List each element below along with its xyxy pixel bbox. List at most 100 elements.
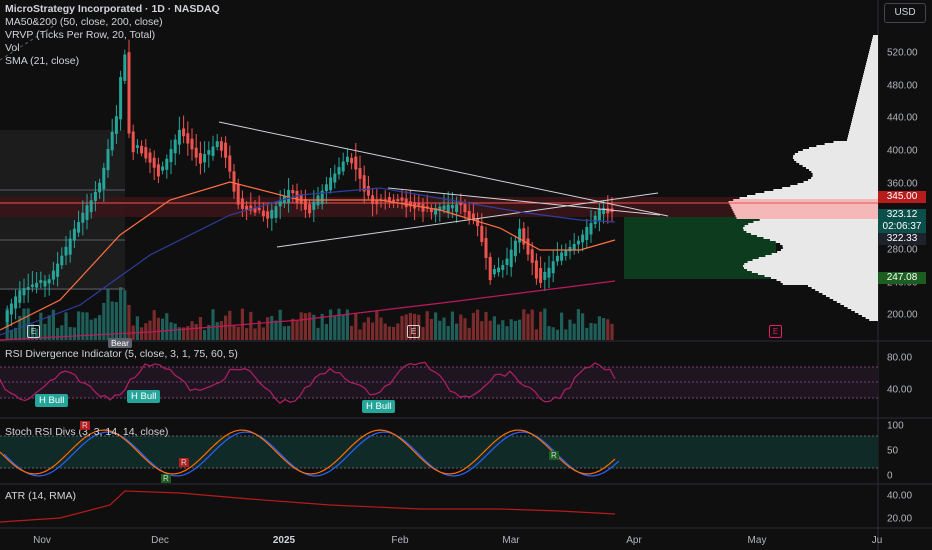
vrvp-bar bbox=[780, 249, 878, 251]
vol-legend[interactable]: Vol bbox=[5, 42, 20, 54]
vrvp-bar bbox=[856, 103, 878, 105]
candle-body bbox=[98, 182, 102, 193]
volume-bar bbox=[169, 322, 173, 340]
candle-body bbox=[350, 157, 354, 164]
time-tick: Mar bbox=[502, 535, 520, 546]
vrvp-bar bbox=[730, 205, 878, 207]
sma-legend[interactable]: SMA (21, close) bbox=[5, 55, 80, 67]
volume-bar bbox=[140, 327, 144, 340]
vrvp-legend[interactable]: VRVP (Ticks Per Row, 20, Total) bbox=[5, 29, 156, 41]
volume-bar bbox=[396, 323, 400, 340]
price-tick: 400.00 bbox=[887, 145, 918, 157]
volume-bar bbox=[85, 312, 89, 340]
volume-bar bbox=[110, 301, 114, 340]
volume-bar bbox=[224, 315, 228, 340]
vrvp-bar bbox=[797, 183, 878, 185]
candle-body bbox=[85, 205, 89, 220]
price-tick: 520.00 bbox=[887, 47, 918, 59]
vrvp-bar bbox=[771, 253, 878, 255]
candle-body bbox=[291, 189, 295, 194]
candle-body bbox=[35, 282, 39, 288]
vrvp-bar bbox=[829, 297, 878, 299]
candle-body bbox=[106, 149, 110, 171]
symbol-title[interactable]: MicroStrategy Incorporated · 1D · NASDAQ bbox=[5, 3, 220, 15]
candle-body bbox=[421, 204, 425, 212]
earnings-badge[interactable]: E bbox=[407, 325, 420, 338]
candle-body bbox=[366, 186, 370, 196]
candle-body bbox=[392, 199, 396, 202]
r-marker: R bbox=[549, 451, 559, 460]
vrvp-bar bbox=[796, 161, 878, 163]
vrvp-bar bbox=[871, 43, 878, 45]
time-tick: Nov bbox=[33, 535, 51, 546]
volume-bar bbox=[47, 315, 51, 340]
candle-body bbox=[408, 201, 412, 207]
vrvp-bar bbox=[847, 139, 878, 141]
stoch-tick: 50 bbox=[887, 445, 899, 457]
volume-bar bbox=[203, 329, 207, 340]
stoch-tick: 100 bbox=[887, 420, 904, 432]
vrvp-bar bbox=[759, 219, 878, 221]
volume-bar bbox=[383, 323, 387, 340]
vrvp-bar bbox=[812, 173, 878, 175]
earnings-badge[interactable]: E bbox=[27, 325, 40, 338]
time-tick: 2025 bbox=[272, 535, 296, 546]
volume-bar bbox=[274, 320, 278, 340]
vrvp-bar bbox=[744, 225, 878, 227]
candle-body bbox=[551, 261, 555, 274]
volume-bar bbox=[358, 329, 362, 340]
vrvp-bar bbox=[859, 89, 878, 91]
last-price-tag: 323.12 bbox=[878, 209, 926, 221]
volume-bar bbox=[425, 311, 429, 340]
vrvp-bar bbox=[853, 115, 878, 117]
vrvp-bar bbox=[868, 55, 878, 57]
candle-body bbox=[198, 153, 202, 164]
volume-bar bbox=[295, 320, 299, 340]
candle-body bbox=[400, 197, 404, 201]
candle-body bbox=[261, 210, 265, 217]
atr-pane-title[interactable]: ATR (14, RMA) bbox=[5, 490, 76, 502]
candle-body bbox=[232, 171, 236, 192]
vrvp-bar bbox=[857, 99, 878, 101]
price-tick: 480.00 bbox=[887, 80, 918, 92]
rsi-pane-title[interactable]: RSI Divergence Indicator (5, close, 3, 1… bbox=[5, 348, 238, 360]
volume-bar bbox=[245, 328, 249, 340]
volume-bar bbox=[589, 323, 593, 340]
candle-body bbox=[560, 252, 564, 261]
price-tick: 280.00 bbox=[887, 244, 918, 256]
vrvp-bar bbox=[851, 121, 878, 123]
volume-bar bbox=[408, 313, 412, 340]
volume-bar bbox=[488, 320, 492, 340]
bear-signal: Bear bbox=[108, 338, 132, 348]
ma-legend[interactable]: MA50&200 (50, close, 200, close) bbox=[5, 16, 163, 28]
vrvp-bar bbox=[746, 231, 878, 233]
time-tick: Apr bbox=[626, 535, 642, 546]
currency-button[interactable]: USD bbox=[884, 3, 926, 23]
candle-body bbox=[47, 279, 51, 284]
volume-bar bbox=[219, 321, 223, 340]
r-marker: R bbox=[179, 458, 189, 467]
vrvp-bar bbox=[790, 185, 878, 187]
stoch-pane-title[interactable]: Stoch RSI Divs (3, 3, 14, 14, close) bbox=[5, 426, 169, 438]
volume-bar bbox=[329, 309, 333, 340]
volume-bar bbox=[513, 320, 517, 340]
volume-bar bbox=[547, 326, 551, 340]
volume-bar bbox=[597, 316, 601, 340]
price-tick: 360.00 bbox=[887, 178, 918, 190]
volume-bar bbox=[135, 316, 139, 340]
volume-bar bbox=[366, 317, 370, 340]
vrvp-bar bbox=[869, 51, 878, 53]
earnings-badge[interactable]: E bbox=[769, 325, 782, 338]
vrvp-bar bbox=[729, 203, 878, 205]
vrvp-bar bbox=[764, 275, 878, 277]
candle-body bbox=[68, 238, 72, 255]
volume-bar bbox=[539, 311, 543, 340]
vrvp-bar bbox=[844, 305, 878, 307]
volume-bar bbox=[324, 323, 328, 340]
volume-bar bbox=[421, 327, 425, 340]
volume-bar bbox=[518, 319, 522, 340]
volume-bar bbox=[308, 312, 312, 340]
candle-body bbox=[501, 265, 505, 270]
vrvp-bar bbox=[743, 267, 878, 269]
